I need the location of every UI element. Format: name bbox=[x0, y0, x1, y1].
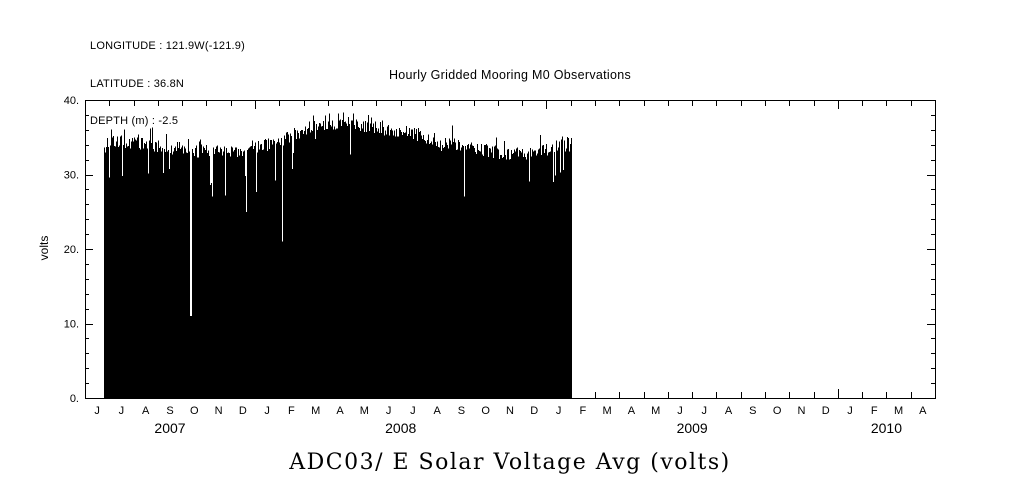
x-tick-month-label: A bbox=[628, 405, 636, 417]
x-tick-month-label: S bbox=[458, 405, 465, 417]
x-tick-month-label: J bbox=[702, 405, 708, 417]
x-tick-month-label: A bbox=[142, 405, 150, 417]
x-tick-month-label: M bbox=[651, 405, 660, 417]
x-tick-month-label: M bbox=[894, 405, 903, 417]
x-tick-month-label: D bbox=[239, 405, 247, 417]
x-tick-month-label: M bbox=[311, 405, 320, 417]
x-tick-month-label: A bbox=[725, 405, 733, 417]
y-tick-label: 0. bbox=[70, 393, 79, 405]
x-tick-month-label: J bbox=[410, 405, 416, 417]
x-tick-month-label: D bbox=[822, 405, 830, 417]
x-tick-month-label: J bbox=[119, 405, 125, 417]
chart-caption: ADC03/ E Solar Voltage Avg (volts) bbox=[289, 450, 731, 475]
x-tick-month-label: J bbox=[264, 405, 270, 417]
x-tick-month-label: F bbox=[871, 405, 878, 417]
x-tick-month-label: N bbox=[797, 405, 805, 417]
y-tick-label: 10. bbox=[64, 319, 79, 331]
x-tick-month-label: D bbox=[530, 405, 538, 417]
x-tick-month-label: J bbox=[94, 405, 100, 417]
x-tick-month-label: N bbox=[215, 405, 223, 417]
x-tick-month-label: F bbox=[579, 405, 586, 417]
x-year-label: 2007 bbox=[154, 420, 185, 436]
metadata-block: LONGITUDE : 121.9W(-121.9) LATITUDE : 36… bbox=[90, 15, 245, 153]
x-year-label: 2008 bbox=[385, 420, 416, 436]
x-year-label: 2009 bbox=[677, 420, 708, 436]
x-tick-month-label: O bbox=[773, 405, 782, 417]
voltage-series bbox=[104, 112, 572, 398]
x-tick-month-label: A bbox=[919, 405, 927, 417]
x-tick-month-label: F bbox=[288, 405, 295, 417]
longitude-label: LONGITUDE : 121.9W(-121.9) bbox=[90, 40, 245, 52]
latitude-label: LATITUDE : 36.8N bbox=[90, 77, 185, 90]
depth-label: DEPTH (m) : -2.5 bbox=[90, 115, 179, 127]
x-tick-month-label: N bbox=[506, 405, 514, 417]
y-tick-label: 20. bbox=[64, 244, 79, 256]
x-tick-month-label: O bbox=[481, 405, 490, 417]
x-tick-month-label: M bbox=[360, 405, 369, 417]
x-year-label: 2010 bbox=[871, 420, 902, 436]
x-tick-month-label: O bbox=[190, 405, 199, 417]
axis-ticks bbox=[85, 100, 936, 399]
x-tick-month-label: A bbox=[336, 405, 344, 417]
x-tick-month-label: J bbox=[847, 405, 853, 417]
y-tick-label: 40. bbox=[64, 95, 79, 107]
x-tick-month-label: S bbox=[749, 405, 756, 417]
x-tick-month-label: A bbox=[433, 405, 441, 417]
x-tick-month-label: J bbox=[677, 405, 683, 417]
x-tick-month-label: M bbox=[603, 405, 612, 417]
plot-title: Hourly Gridded Mooring M0 Observations bbox=[388, 68, 632, 82]
x-tick-month-label: S bbox=[166, 405, 173, 417]
y-tick-label: 30. bbox=[64, 170, 79, 182]
x-tick-month-label: J bbox=[386, 405, 392, 417]
x-tick-month-label: J bbox=[556, 405, 562, 417]
